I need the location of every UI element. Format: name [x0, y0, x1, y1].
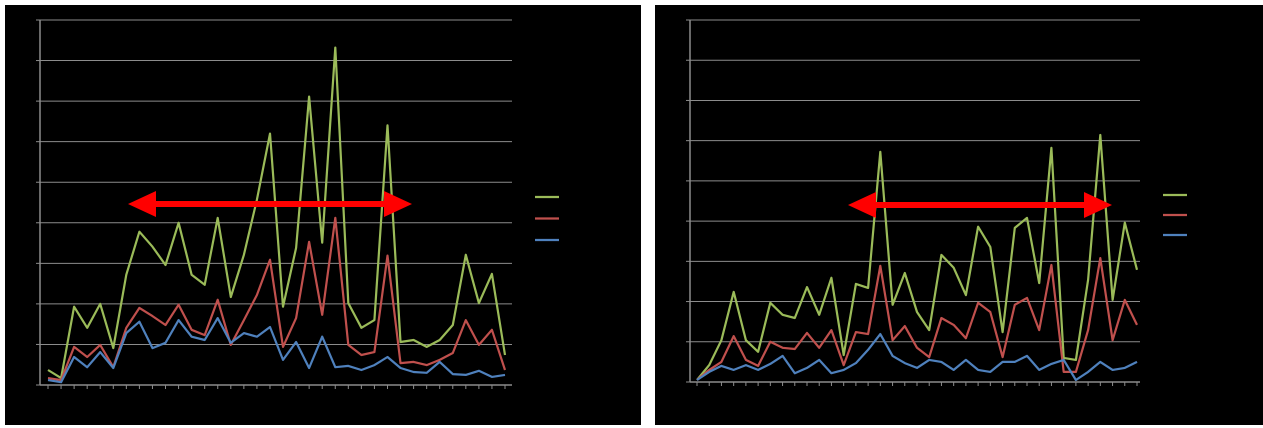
series-line — [47, 216, 507, 382]
right-arrow — [848, 192, 1112, 218]
left-arrow — [128, 191, 412, 217]
series-line — [696, 257, 1138, 381]
right-panel — [655, 5, 1263, 425]
series-line — [47, 317, 506, 384]
charts — [36, 19, 1187, 389]
series-line — [47, 46, 507, 380]
series-line — [696, 333, 1138, 382]
series-line — [696, 133, 1139, 381]
